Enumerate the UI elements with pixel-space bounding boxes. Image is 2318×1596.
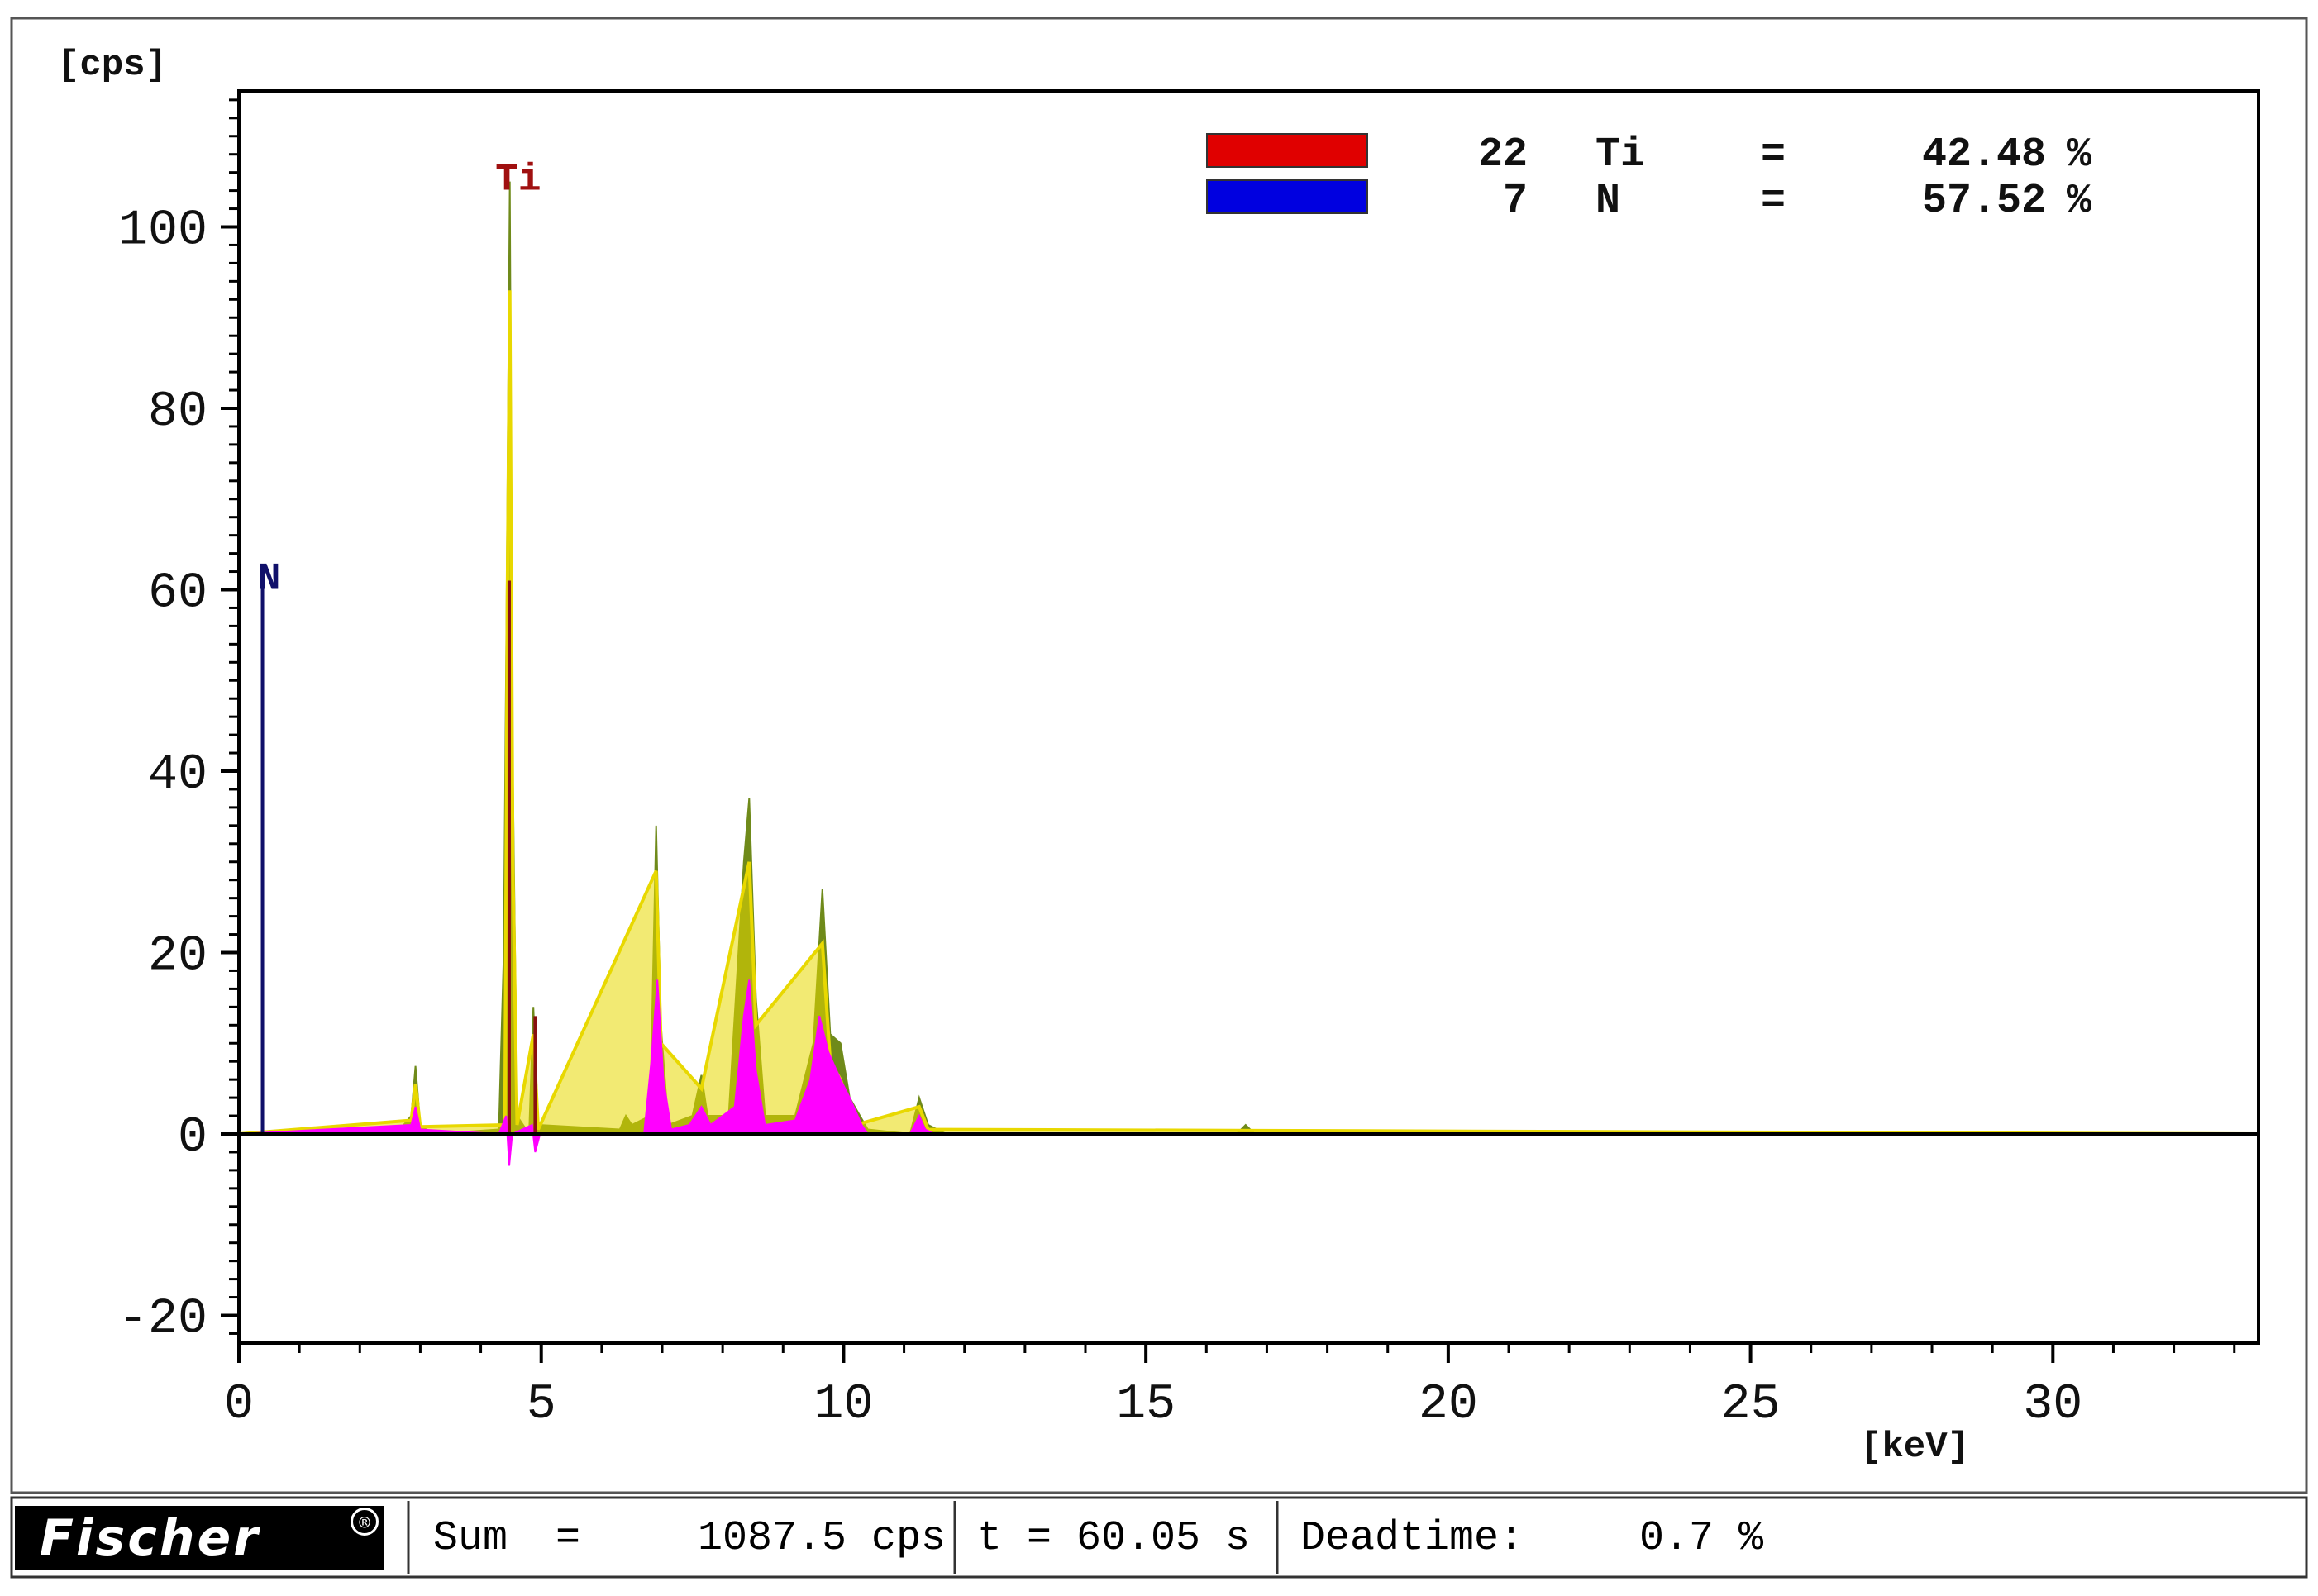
sum-value: 1087.5 cps	[697, 1514, 946, 1562]
fischer-logo: Fischer ®	[15, 1506, 384, 1570]
y-tick-label: 40	[148, 747, 207, 803]
legend-swatch	[1206, 133, 1368, 168]
x-tick-label: 0	[224, 1377, 254, 1433]
legend-value: 42.48	[1922, 131, 2046, 179]
x-tick-label: 15	[1116, 1377, 1176, 1433]
y-tick-label: 0	[178, 1110, 207, 1166]
x-tick-label: 30	[2023, 1377, 2082, 1433]
x-tick-label: 5	[527, 1377, 556, 1433]
logo-text: Fischer	[40, 1509, 260, 1567]
x-tick-label: 10	[813, 1377, 873, 1433]
legend-eq: =	[1761, 131, 1786, 179]
x-tick-label: 25	[1721, 1377, 1781, 1433]
legend-element: Ti	[1595, 131, 1645, 179]
plot-frame	[237, 89, 2260, 1345]
registered-mark-icon: ®	[351, 1508, 379, 1536]
deadtime-field: Deadtime: 0.7 %	[1300, 1506, 1763, 1570]
deadtime-value: 0.7 %	[1638, 1514, 1763, 1562]
y-axis-label: [cps]	[58, 45, 167, 86]
status-bar-frame	[10, 1496, 2308, 1579]
legend: 22 Ti = 42.48 % 7 N = 57.52%	[1206, 131, 2092, 225]
legend-unit: %	[2067, 131, 2092, 179]
peak-label: N	[258, 558, 281, 601]
x-tick-label: 20	[1419, 1377, 1478, 1433]
legend-value: 57.52	[1922, 178, 2046, 225]
y-tick-label: 60	[148, 566, 207, 622]
y-tick-label: 20	[148, 929, 207, 985]
sum-eq: =	[556, 1514, 581, 1562]
sum-label: Sum	[433, 1514, 508, 1562]
legend-element: N	[1595, 178, 1620, 225]
y-tick-label: 100	[118, 203, 207, 260]
legend-z: 22	[1478, 131, 1528, 179]
outer-frame	[10, 17, 2308, 1494]
spectrum-series-1	[238, 290, 2259, 1136]
sum-field: Sum = 1087.5 cps	[433, 1506, 946, 1570]
deadtime-label: Deadtime:	[1300, 1514, 1524, 1562]
y-tick-label: -20	[118, 1292, 207, 1348]
y-tick-label: 80	[148, 384, 207, 441]
legend-z: 7	[1503, 178, 1528, 225]
legend-unit: %	[2067, 178, 2092, 225]
peak-labels: Ti N	[258, 159, 541, 601]
axes-layer: -20 0 20 40 60 80 100 0 5 10 15 20 25 30	[118, 98, 2258, 1433]
legend-eq: =	[1761, 178, 1786, 225]
time-field: t = 60.05 s	[977, 1506, 1275, 1570]
x-axis-label: [keV]	[1860, 1427, 1969, 1468]
legend-swatch	[1206, 179, 1368, 214]
time-value: t = 60.05 s	[977, 1514, 1251, 1562]
peak-label: Ti	[495, 159, 541, 202]
